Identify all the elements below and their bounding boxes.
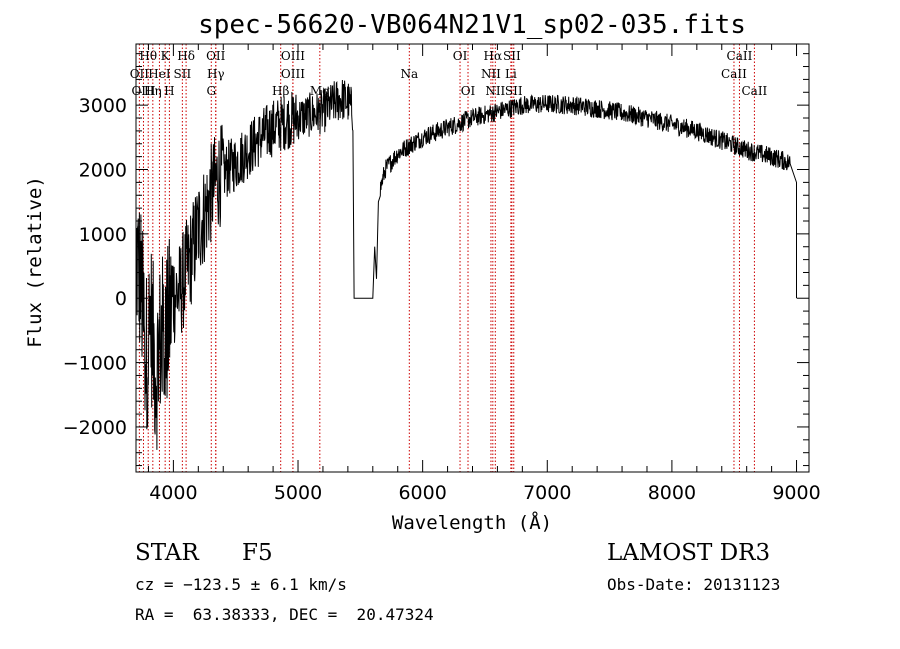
plot-frame [135, 43, 810, 473]
redshift-text: cz = −123.5 ± 6.1 km/s [135, 575, 347, 594]
line-label-8: CaII [727, 49, 753, 63]
y-tick-label-4: 2000 [79, 160, 127, 182]
spectral-line-markers [138, 44, 755, 472]
line-label-24: OI [461, 84, 476, 98]
line-label-17: CaII [721, 67, 747, 81]
object-class: STAR [135, 540, 199, 566]
line-label-15: NII [481, 67, 501, 81]
line-label-14: Na [400, 67, 418, 81]
x-tick-labels: 4000 5000 6000 7000 8000 9000 [149, 482, 821, 504]
line-label-25: NII [485, 84, 505, 98]
line-label-16: Li [505, 67, 517, 81]
coordinates-text: RA = 63.38333, DEC = 20.47324 [135, 605, 434, 624]
y-tick-label-2: 0 [115, 288, 127, 310]
line-label-20: H [164, 84, 174, 98]
line-label-7: SII [503, 49, 521, 63]
line-label-19: Hη [144, 84, 162, 98]
x-tick-label-0: 4000 [149, 482, 197, 504]
line-label-13: OIII [281, 67, 305, 81]
line-label-12: Hγ [207, 67, 225, 81]
object-subclass: F5 [242, 540, 273, 566]
line-label-1: K [161, 49, 171, 63]
chart-title: spec-56620-VB064N21V1_sp02-035.fits [198, 10, 746, 40]
axis-ticks [136, 44, 809, 472]
x-tick-label-4: 8000 [648, 482, 696, 504]
line-label-26: SII [505, 84, 523, 98]
line-label-9: OII [130, 67, 150, 81]
x-tick-label-3: 7000 [523, 482, 571, 504]
line-label-10: HeI [148, 67, 171, 81]
y-tick-labels: −2000 −1000 0 1000 2000 3000 [63, 95, 127, 439]
y-tick-label-0: −2000 [63, 417, 127, 439]
y-tick-label-3: 1000 [79, 224, 127, 246]
x-tick-label-1: 5000 [274, 482, 322, 504]
line-label-18: OIII [131, 84, 155, 98]
x-axis-label: Wavelength (Å) [392, 511, 552, 534]
line-label-5: OI [453, 49, 468, 63]
line-label-22: Hβ [272, 84, 289, 98]
y-tick-label-5: 3000 [79, 95, 127, 117]
line-label-11: SII [174, 67, 192, 81]
line-label-0: Hθ [139, 49, 157, 63]
y-tick-label-1: −1000 [63, 353, 127, 375]
x-tick-label-2: 6000 [398, 482, 446, 504]
line-label-2: Hδ [177, 49, 195, 63]
survey-name: LAMOST DR3 [607, 540, 771, 566]
spectrum-line [135, 79, 797, 450]
x-tick-label-5: 9000 [772, 482, 820, 504]
y-axis-label: Flux (relative) [24, 176, 46, 348]
obs-date-text: Obs-Date: 20131123 [607, 575, 781, 594]
line-label-27: CaII [741, 84, 767, 98]
line-label-4: OIII [281, 49, 305, 63]
line-label-21: G [206, 84, 216, 98]
line-label-6: Hα [484, 49, 503, 63]
line-label-3: OII [206, 49, 226, 63]
